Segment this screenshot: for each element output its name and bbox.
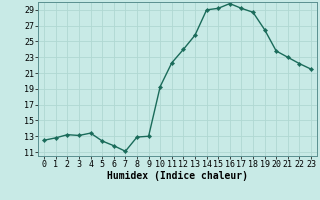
X-axis label: Humidex (Indice chaleur): Humidex (Indice chaleur) [107, 171, 248, 181]
